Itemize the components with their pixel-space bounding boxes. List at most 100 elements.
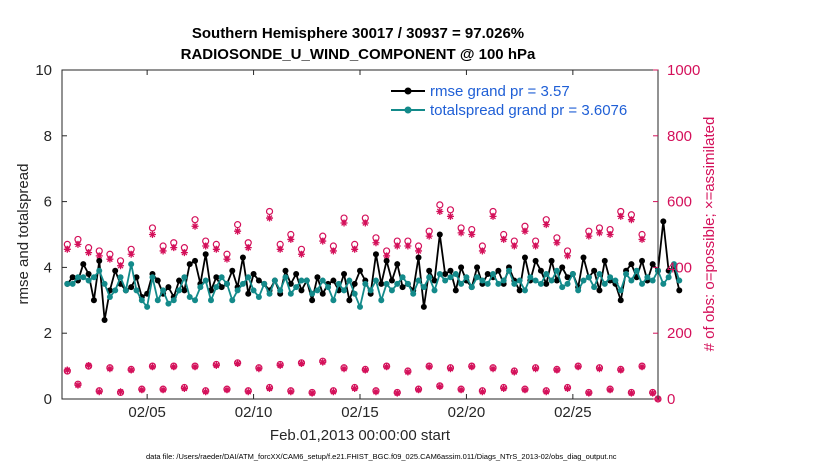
series-point-rmse bbox=[154, 277, 161, 284]
series-point-rmse bbox=[383, 257, 390, 264]
series-point-totalspread bbox=[479, 277, 486, 284]
obs-possible-point bbox=[148, 224, 157, 232]
series-point-totalspread bbox=[144, 303, 151, 310]
obs-assimilated-point bbox=[521, 386, 529, 394]
series-point-totalspread bbox=[468, 284, 475, 291]
series-point-totalspread bbox=[165, 300, 172, 307]
y-axis-right: 0 200 400 600 800 1000 bbox=[653, 62, 700, 408]
y-right-tick-label: 800 bbox=[667, 128, 692, 145]
obs-assimilated-point bbox=[351, 384, 359, 392]
y-left-tick-label: 10 bbox=[35, 62, 52, 79]
obs-assimilated-point bbox=[585, 232, 593, 240]
series-point-totalspread bbox=[404, 280, 411, 287]
series-point-totalspread bbox=[234, 287, 241, 294]
obs-assimilated-point bbox=[542, 221, 550, 229]
series-point-rmse bbox=[239, 254, 246, 261]
series-point-totalspread bbox=[633, 267, 640, 274]
series-point-rmse bbox=[564, 274, 571, 281]
plot-area bbox=[62, 70, 658, 399]
obs-assimilated-point bbox=[95, 388, 103, 396]
obs-assimilated-point bbox=[74, 381, 82, 389]
series-point-totalspread bbox=[351, 290, 358, 297]
series-point-totalspread bbox=[516, 277, 523, 284]
series-point-totalspread bbox=[112, 287, 119, 294]
series-point-totalspread bbox=[303, 277, 310, 284]
obs-possible-point bbox=[234, 221, 242, 229]
obs-assimilated-point bbox=[159, 247, 167, 255]
obs-assimilated-point bbox=[234, 359, 242, 367]
y-left-tick-label: 0 bbox=[44, 391, 52, 408]
obs-assimilated-point bbox=[415, 247, 423, 255]
series-point-rmse bbox=[580, 254, 587, 261]
series-point-totalspread bbox=[346, 277, 353, 284]
legend-spread-label: totalspread grand pr = 3.6076 bbox=[430, 102, 627, 119]
series-point-rmse bbox=[495, 267, 502, 274]
series-point-totalspread bbox=[202, 277, 209, 284]
series-point-rmse bbox=[649, 261, 656, 268]
obs-assimilated-point bbox=[595, 365, 603, 373]
x-tick-label: 02/05 bbox=[128, 404, 166, 421]
obs-assimilated-point bbox=[425, 232, 433, 240]
series-point-totalspread bbox=[208, 297, 214, 304]
series-point-rmse bbox=[341, 270, 348, 277]
series-point-rmse bbox=[426, 267, 433, 274]
series-point-totalspread bbox=[149, 274, 156, 281]
series-point-totalspread bbox=[186, 294, 193, 301]
series-point-rmse bbox=[676, 287, 683, 294]
series-point-totalspread bbox=[639, 280, 646, 287]
obs-assimilated-point bbox=[446, 212, 454, 220]
series-point-totalspread bbox=[160, 287, 167, 294]
series-point-rmse bbox=[101, 317, 108, 324]
obs-assimilated-point bbox=[202, 388, 210, 396]
series-point-rmse bbox=[601, 257, 608, 264]
legend-spread-marker bbox=[404, 106, 412, 114]
obs-assimilated-point bbox=[212, 361, 220, 369]
series-point-rmse bbox=[532, 257, 539, 264]
obs-assimilated-point bbox=[425, 363, 433, 371]
obs-assimilated-point bbox=[595, 229, 603, 237]
series-point-rmse bbox=[559, 264, 566, 271]
series-point-totalspread bbox=[229, 297, 236, 304]
series-point-totalspread bbox=[335, 280, 342, 287]
y-axis-left: 0 2 4 6 8 10 bbox=[35, 62, 67, 408]
obs-assimilated-point bbox=[95, 252, 103, 260]
series-point-totalspread bbox=[474, 274, 481, 281]
series-point-rmse bbox=[415, 254, 422, 261]
obs-assimilated-point bbox=[468, 363, 476, 371]
chart-title-line1: Southern Hemisphere 30017 / 30937 = 97.0… bbox=[192, 25, 524, 42]
series-point-totalspread bbox=[197, 284, 204, 291]
series-point-rmse bbox=[548, 257, 555, 264]
series-point-rmse bbox=[90, 297, 97, 304]
obs-assimilated-point bbox=[244, 244, 252, 252]
obs-assimilated-point bbox=[308, 389, 316, 397]
obs-assimilated-point bbox=[532, 242, 540, 250]
series-point-totalspread bbox=[277, 287, 284, 294]
legend-rmse-label: rmse grand pr = 3.57 bbox=[430, 83, 570, 100]
series-point-rmse bbox=[314, 274, 321, 281]
obs-assimilated-point bbox=[627, 216, 635, 224]
obs-assimilated-point bbox=[170, 244, 178, 252]
series-point-rmse bbox=[128, 284, 135, 291]
series-point-rmse bbox=[319, 290, 326, 297]
series-point-totalspread bbox=[85, 277, 92, 284]
obs-assimilated-point bbox=[255, 365, 263, 373]
obs-assimilated-point bbox=[244, 388, 252, 396]
series-point-totalspread bbox=[420, 284, 427, 291]
series-point-rmse bbox=[591, 267, 598, 274]
series-point-totalspread bbox=[500, 277, 507, 284]
series-point-totalspread bbox=[319, 277, 326, 284]
obs-assimilated-point bbox=[383, 363, 391, 371]
obs-assimilated-point bbox=[436, 207, 444, 215]
obs-assimilated-point bbox=[202, 242, 210, 250]
obs-possible-point bbox=[436, 201, 444, 209]
y-axis-left-label: rmse and totalspread bbox=[15, 164, 32, 305]
series-point-rmse bbox=[388, 277, 395, 284]
y-left-tick-label: 4 bbox=[44, 259, 52, 276]
series-point-totalspread bbox=[218, 274, 225, 281]
obs-assimilated-point bbox=[638, 235, 646, 243]
obs-assimilated-point bbox=[180, 249, 188, 257]
obs-assimilated-point bbox=[63, 245, 71, 253]
obs-assimilated-point bbox=[340, 219, 348, 227]
y-right-tick-label: 0 bbox=[667, 391, 675, 408]
obs-assimilated-point bbox=[266, 214, 274, 222]
